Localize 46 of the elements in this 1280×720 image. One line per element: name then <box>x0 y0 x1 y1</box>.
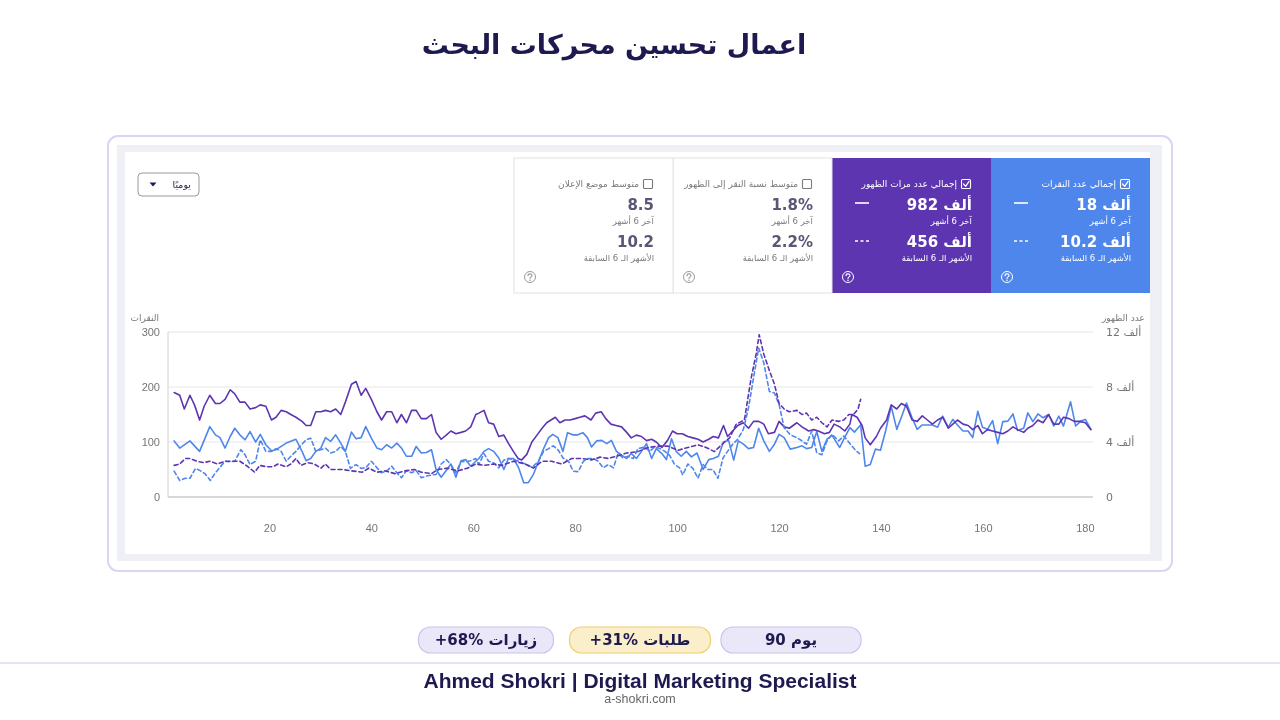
text: 18 ألف <box>1076 195 1132 214</box>
text: متوسط موضع الإعلان <box>558 179 640 190</box>
text: الأشهر الـ 6 السابقة <box>742 253 813 263</box>
text: آخر 6 أشهر <box>611 215 655 226</box>
x-tick-label: 120 <box>770 522 789 534</box>
text: 982 ألف <box>906 195 972 214</box>
text: a-shokri.com <box>604 692 676 706</box>
y2-tick-label: 0 <box>1106 490 1113 504</box>
text: 90 يوم <box>764 631 818 649</box>
text: إجمالي عدد مرات الظهور <box>860 179 957 190</box>
x-tick-label: 100 <box>668 522 687 534</box>
text: آخر 6 أشهر <box>1088 215 1132 226</box>
y2-tick-label: 12 ألف <box>1106 324 1142 339</box>
text: 2.2% <box>771 233 813 251</box>
text: 1.8% <box>771 196 813 214</box>
y2-axis-title: عدد الظهور <box>1101 313 1145 323</box>
text: 8.5 <box>627 196 654 214</box>
text: آخر 6 أشهر <box>929 215 973 226</box>
y-axis-title: النقرات <box>130 313 159 323</box>
text: 10.2 ألف <box>1060 232 1131 251</box>
y-tick-label: 100 <box>141 436 160 448</box>
y2-tick-label: 8 ألف <box>1106 379 1135 394</box>
text: إجمالي عدد النقرات <box>1041 179 1116 190</box>
text: الأشهر الـ 6 السابقة <box>583 253 654 263</box>
text: الأشهر الـ 6 السابقة <box>901 253 972 263</box>
text: Ahmed Shokri | Digital Marketing Specialist <box>423 668 857 692</box>
text: يوميًا <box>172 179 192 190</box>
y2-tick-label: 4 ألف <box>1106 434 1135 449</box>
y-tick-label: 200 <box>141 381 160 393</box>
y-tick-label: 0 <box>153 491 160 503</box>
x-tick-label: 140 <box>872 522 891 534</box>
text: +68% زيارات <box>434 631 538 649</box>
x-tick-label: 60 <box>467 522 480 534</box>
text: آخر 6 أشهر <box>770 215 814 226</box>
text: متوسط نسبة النقر إلى الظهور <box>683 179 799 190</box>
x-tick-label: 80 <box>569 522 582 534</box>
x-tick-label: 40 <box>365 522 378 534</box>
text: 456 ألف <box>906 232 972 251</box>
y-tick-label: 300 <box>141 326 160 338</box>
x-tick-label: 20 <box>263 522 277 534</box>
text: 10.2 <box>616 233 654 251</box>
x-tick-label: 180 <box>1076 522 1095 534</box>
chart-title: اعمال تحسين محركات البحث <box>421 28 807 61</box>
text: الأشهر الـ 6 السابقة <box>1060 253 1131 263</box>
text: +31% طلبات <box>589 631 691 649</box>
x-tick-label: 160 <box>974 522 993 534</box>
